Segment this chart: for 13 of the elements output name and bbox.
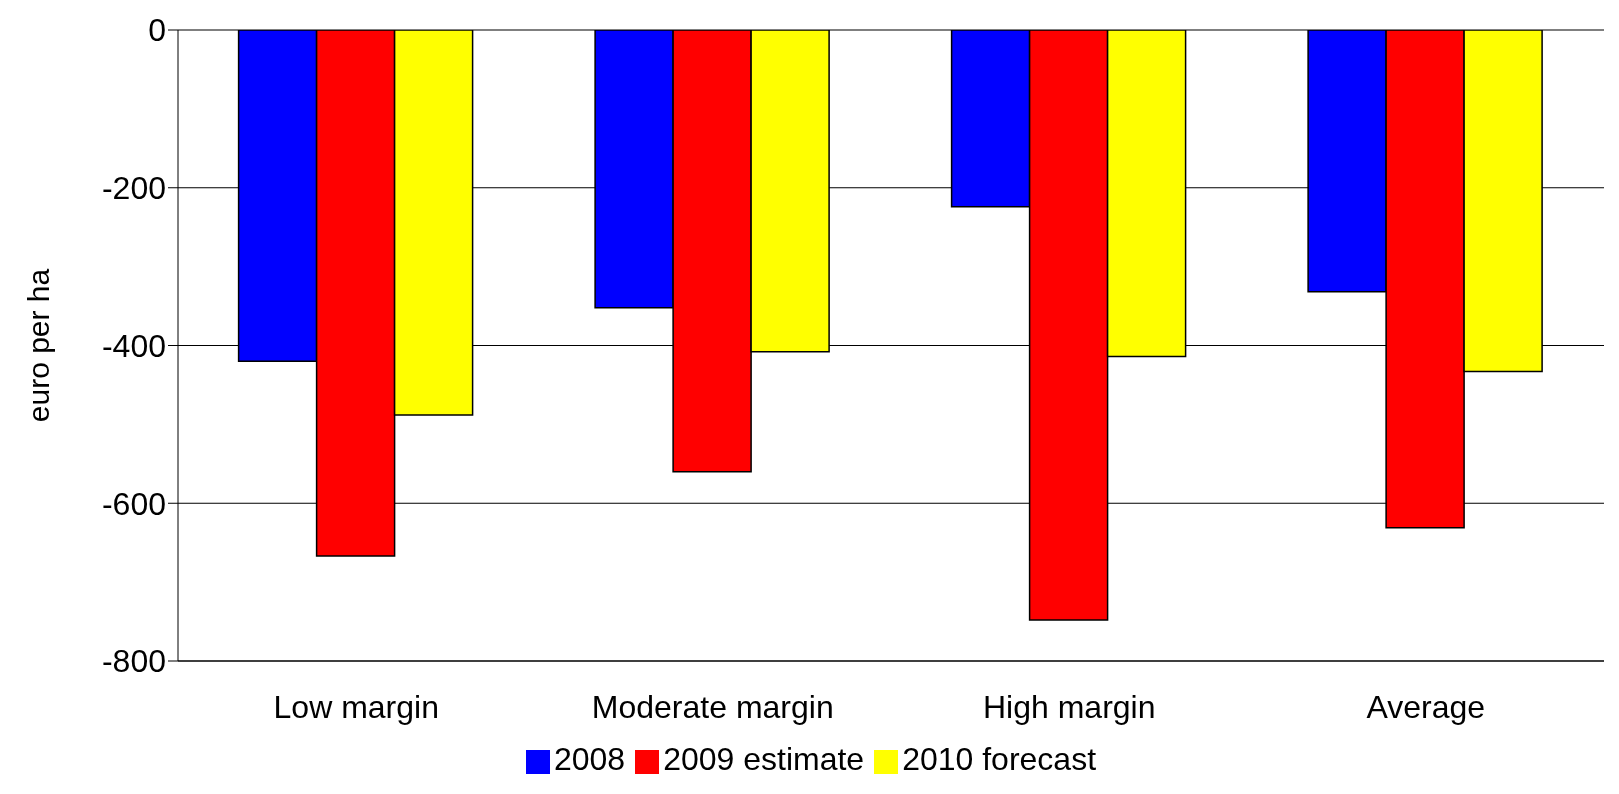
x-tick-label: Low margin xyxy=(273,688,439,725)
y-tick-label: -400 xyxy=(101,327,166,364)
y-axis-title: euro per ha xyxy=(21,268,55,423)
x-tick-label: Average xyxy=(1366,688,1486,725)
legend-label: 2009 estimate xyxy=(663,741,865,777)
legend-label: 2008 xyxy=(553,741,626,777)
y-tick-label: -600 xyxy=(101,485,166,522)
y-tick-label: 0 xyxy=(148,12,166,49)
x-tick-label: High margin xyxy=(982,688,1156,725)
y-tick-label: -800 xyxy=(101,643,166,680)
y-tick-label: -200 xyxy=(101,170,166,207)
legend-label: 2010 forecast xyxy=(902,741,1097,777)
x-tick-label: Moderate margin xyxy=(591,688,834,725)
